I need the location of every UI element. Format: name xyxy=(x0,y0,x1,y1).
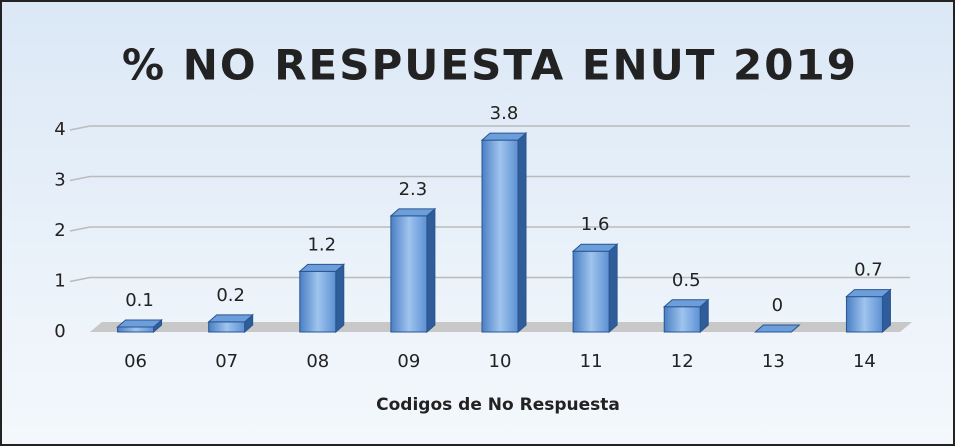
grid-line xyxy=(69,276,910,283)
bar-front xyxy=(390,215,428,333)
bar-top xyxy=(845,289,892,298)
bar-front xyxy=(481,139,519,333)
x-tick-label: 07 xyxy=(215,351,238,372)
bar xyxy=(389,207,437,334)
bar-front xyxy=(845,296,883,333)
data-label: 0.1 xyxy=(125,290,154,311)
data-label: 0 xyxy=(772,295,783,316)
bar-top xyxy=(754,324,801,333)
x-tick-label: 09 xyxy=(397,351,420,372)
bar xyxy=(116,318,163,334)
x-tick-label: 14 xyxy=(853,351,876,372)
y-tick-label: 2 xyxy=(54,220,65,241)
y-tick-label: 1 xyxy=(54,271,65,292)
chart-title: % NO RESPUESTA ENUT 2019 xyxy=(122,41,858,90)
bar-top xyxy=(662,299,710,308)
data-label: 1.2 xyxy=(307,234,336,255)
bar xyxy=(207,313,254,334)
grid-line xyxy=(69,226,910,232)
bar-top xyxy=(389,208,437,217)
y-tick-label: 4 xyxy=(54,119,65,140)
grid-line xyxy=(69,175,910,182)
x-axis-title: Codigos de No Respuesta xyxy=(376,395,620,415)
data-label: 2.3 xyxy=(399,179,428,200)
data-label: 0.2 xyxy=(216,285,245,306)
bar-top xyxy=(298,263,346,272)
bar-top xyxy=(480,132,528,141)
y-tick-label: 0 xyxy=(54,321,65,342)
bar-front xyxy=(208,321,246,333)
bar-side xyxy=(517,131,527,334)
bar-side xyxy=(608,243,618,334)
bar xyxy=(298,263,346,334)
bar xyxy=(662,298,710,334)
bar xyxy=(754,324,801,333)
x-tick-label: 10 xyxy=(489,351,512,372)
x-tick-label: 11 xyxy=(580,351,603,372)
bar-side xyxy=(335,263,345,334)
bar-side xyxy=(426,207,436,334)
bar-front xyxy=(663,306,701,333)
bar-front xyxy=(572,250,610,333)
bar-top xyxy=(571,243,619,252)
data-label: 0.5 xyxy=(672,270,701,291)
bar-front xyxy=(299,270,337,333)
bar xyxy=(845,288,892,334)
data-label: 0.7 xyxy=(854,260,883,281)
bar-top xyxy=(207,314,254,323)
x-tick-label: 08 xyxy=(306,351,329,372)
grid-line xyxy=(69,125,910,131)
data-label: 1.6 xyxy=(581,214,610,235)
x-tick-label: 12 xyxy=(671,351,694,372)
bar-front xyxy=(117,326,155,333)
bar xyxy=(571,243,619,334)
x-tick-label: 06 xyxy=(124,351,147,372)
x-tick-label: 13 xyxy=(762,351,785,372)
bar xyxy=(480,131,528,334)
y-tick-label: 3 xyxy=(54,170,65,191)
data-label: 3.8 xyxy=(490,103,519,124)
bar-top xyxy=(116,319,163,328)
